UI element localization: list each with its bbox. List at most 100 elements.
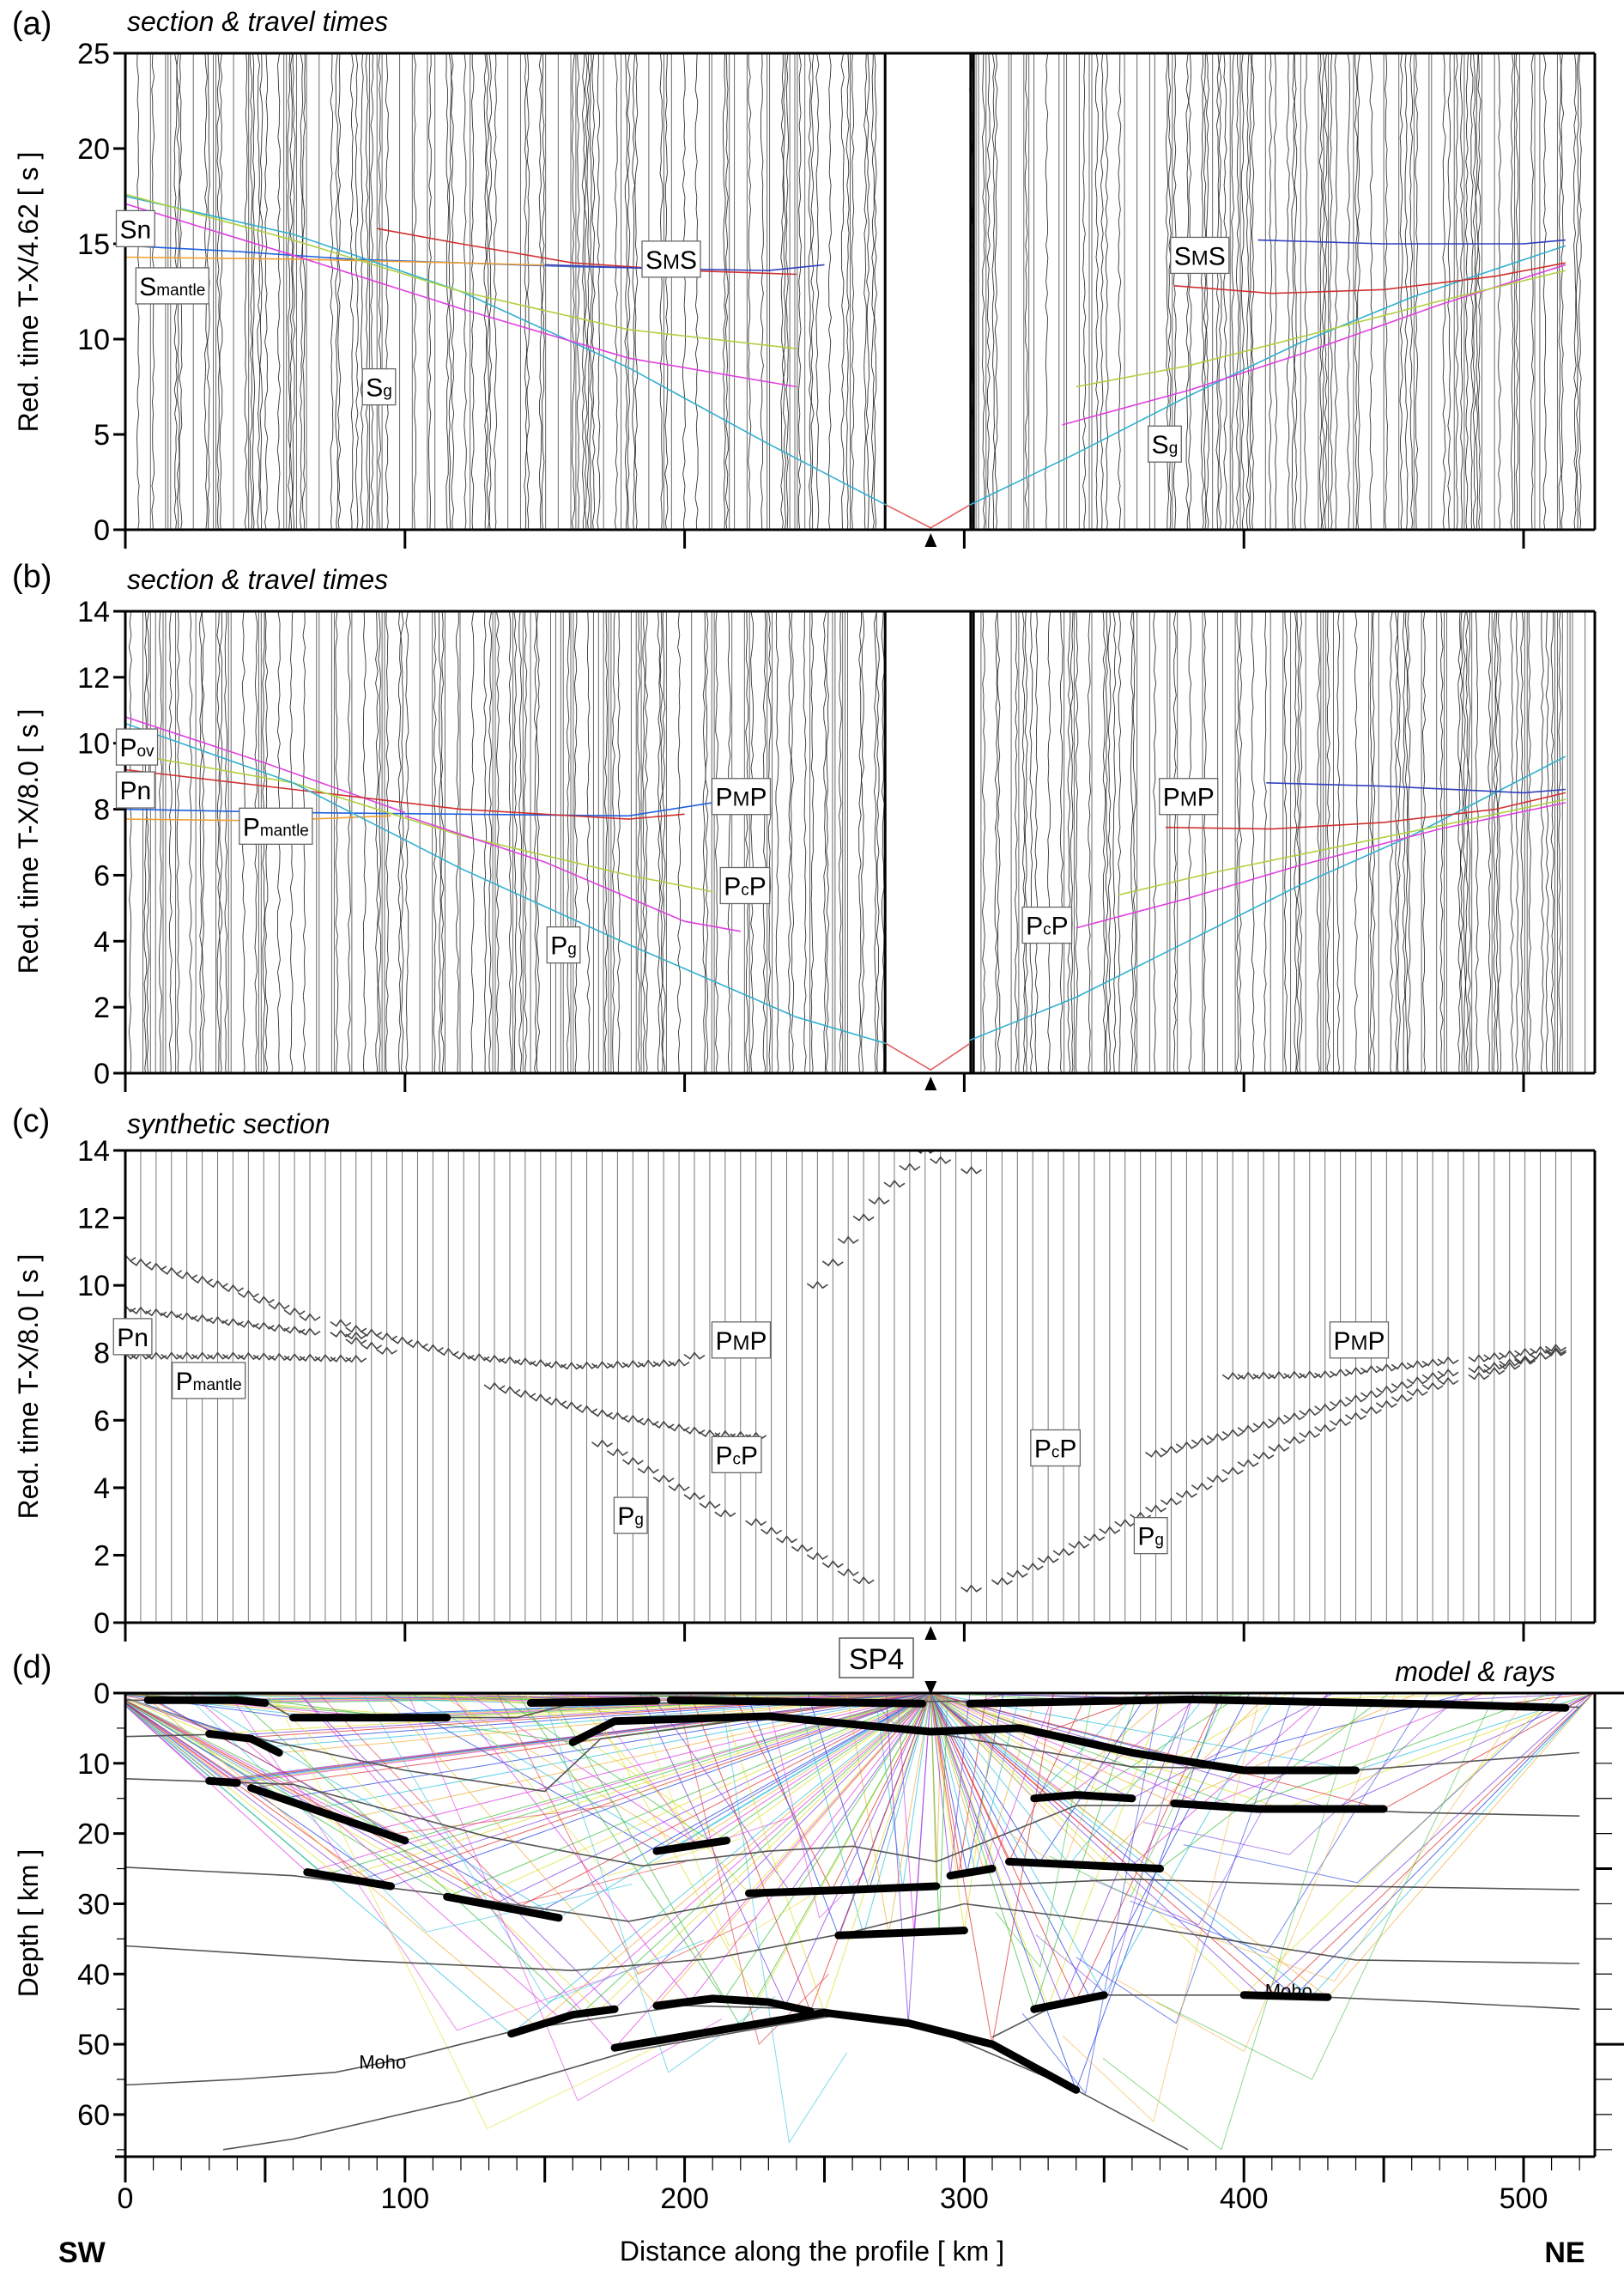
y-tick-label: 12: [77, 662, 110, 695]
synthetic-wiggle: [1083, 1533, 1106, 1542]
panel-d-shot-point: SP4: [839, 1637, 937, 1695]
ray-path: [1076, 1693, 1295, 2024]
phase-label: SMS: [1170, 236, 1230, 275]
seismic-trace: [463, 53, 467, 530]
seismic-trace: [1372, 611, 1376, 1073]
seismic-trace: [1118, 611, 1122, 1073]
synthetic-wiggle: [1206, 1474, 1228, 1483]
synthetic-wiggle: [1391, 1393, 1413, 1403]
synthetic-wiggle: [621, 1414, 644, 1423]
synthetic-wiggle: [699, 1429, 721, 1438]
seismic-trace: [677, 611, 682, 1073]
seismic-trace: [574, 611, 578, 1073]
seismic-trace: [1321, 53, 1325, 530]
seismic-trace: [1102, 611, 1106, 1073]
ray-path: [676, 1693, 830, 2046]
synthetic-wiggle: [345, 1331, 367, 1340]
synthetic-wiggle: [252, 1296, 275, 1304]
seismic-trace: [1442, 53, 1446, 530]
synthetic-wiggle: [421, 1344, 444, 1352]
synthetic-wiggle: [606, 1448, 628, 1457]
seismic-trace: [861, 611, 865, 1073]
seismic-trace: [1286, 53, 1290, 530]
synthetic-wiggle: [1360, 1389, 1382, 1399]
panel-c-frame: [115, 1149, 1597, 1624]
synthetic-arrival-branch: [591, 1439, 875, 1585]
synthetic-wiggle: [1221, 1429, 1244, 1437]
phase-label: Pmantle: [171, 1362, 246, 1399]
seismic-trace: [219, 53, 223, 530]
ray-path: [184, 1693, 633, 1933]
panel-d-letter: (d): [12, 1649, 52, 1685]
seismic-trace: [1105, 53, 1109, 530]
panel-d-moho-labels: Moho Moho: [359, 1980, 1312, 2073]
synthetic-wiggle: [576, 1405, 598, 1414]
seismic-trace: [1107, 611, 1112, 1073]
synthetic-wiggle: [1314, 1403, 1336, 1411]
panel-b-y-ticks: 0 2 4 6 8 10 12 14: [77, 596, 125, 1090]
synthetic-wiggle: [345, 1354, 367, 1363]
y-tick-label: 0: [94, 1607, 110, 1640]
synthetic-wiggle: [1375, 1363, 1397, 1372]
seismic-trace: [997, 611, 1001, 1073]
seismic-trace: [385, 611, 389, 1073]
ray-path: [930, 1693, 1270, 1866]
seismic-trace: [1153, 611, 1157, 1073]
travel-time-curve: [125, 203, 797, 388]
travel-time-curve: [125, 722, 887, 1045]
seismic-trace: [586, 53, 591, 530]
seismic-trace: [1067, 611, 1071, 1073]
phase-label: PcP: [719, 866, 771, 905]
seismic-trace: [659, 53, 664, 530]
seismic-trace: [823, 611, 827, 1073]
seismic-trace: [1575, 53, 1579, 530]
phase-label-box: [546, 926, 581, 964]
seismic-trace: [1291, 53, 1295, 530]
seismic-trace: [264, 53, 269, 530]
ray-path: [1170, 1693, 1530, 1982]
seismic-trace: [518, 611, 523, 1073]
synthetic-wiggle: [668, 1358, 690, 1367]
seismic-trace: [1294, 53, 1298, 530]
y-tick-label: 15: [77, 228, 110, 261]
phase-label-box: [239, 807, 313, 845]
seismic-trace: [1329, 53, 1333, 530]
seismic-trace: [797, 53, 802, 530]
synthetic-wiggle: [1468, 1365, 1490, 1374]
travel-time-curve: [1266, 782, 1566, 794]
synthetic-wiggle: [176, 1351, 198, 1360]
panel-c-shot-point-marker: [924, 1626, 937, 1640]
seismic-trace: [201, 611, 205, 1073]
seismic-trace: [1075, 611, 1079, 1073]
seismic-trace: [881, 611, 885, 1073]
seismic-trace: [536, 611, 540, 1073]
synthetic-wiggle: [1252, 1420, 1275, 1429]
seismic-trace: [1231, 53, 1235, 530]
seismic-trace: [427, 53, 432, 530]
panel-b-travel-time-curves: [125, 716, 1566, 1071]
phase-label: Sn: [115, 209, 155, 247]
reflector-segment: [1239, 1991, 1332, 2001]
seismic-trace: [1540, 611, 1544, 1073]
synthetic-wiggle: [1237, 1424, 1259, 1433]
seismic-trace: [405, 611, 409, 1073]
synthetic-wiggle: [514, 1389, 536, 1399]
seismic-trace: [1357, 53, 1360, 530]
ray-path: [995, 1693, 1094, 1969]
synthetic-wiggle: [1252, 1451, 1275, 1460]
seismic-trace: [767, 611, 772, 1073]
synthetic-wiggle: [652, 1474, 675, 1483]
seismic-trace: [597, 53, 601, 530]
synthetic-wiggle: [145, 1262, 167, 1271]
seismic-trace: [433, 611, 437, 1073]
synthetic-wiggle: [252, 1352, 275, 1361]
seismic-trace: [1248, 53, 1252, 530]
seismic-trace: [1467, 611, 1471, 1073]
synthetic-wiggle: [1237, 1459, 1259, 1467]
seismic-trace: [644, 611, 648, 1073]
seismic-trace: [657, 611, 661, 1073]
seismic-trace: [1100, 53, 1104, 530]
panel-b-title: section & travel times: [127, 564, 388, 595]
x-tick-label: 300: [940, 2182, 989, 2215]
seismic-trace: [1251, 611, 1255, 1073]
